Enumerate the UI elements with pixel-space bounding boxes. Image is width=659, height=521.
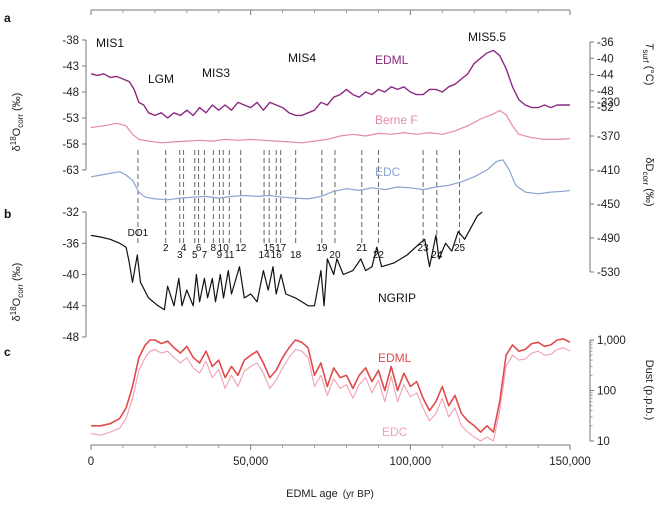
y-tick-label-edml: -53 bbox=[62, 113, 79, 125]
y-axis-label-ngrip: δ18Ocorr(‰) bbox=[9, 263, 25, 322]
y-tick-label-dd: -330 bbox=[597, 97, 620, 109]
do-label: 18 bbox=[290, 250, 302, 261]
panel-label-b: b bbox=[4, 207, 11, 221]
y-tick-label-tsurf: -40 bbox=[597, 53, 614, 65]
do-label: 19 bbox=[316, 243, 328, 254]
mis-label-lgm: LGM bbox=[148, 72, 174, 86]
series-label-edml: EDML bbox=[375, 53, 409, 67]
do-label: 23 bbox=[418, 243, 430, 254]
y-tick-label-dd: -410 bbox=[597, 165, 620, 177]
do-label: 2 bbox=[163, 243, 169, 254]
y-tick-label-edml: -38 bbox=[62, 35, 79, 47]
y-tick-label-tsurf: -44 bbox=[597, 70, 614, 82]
right-axes: -36 -40 -44 -48 -52-330 -370 -410 -450 -490 -530 1… bbox=[589, 37, 626, 448]
y-tick-label-dd: -490 bbox=[597, 233, 620, 245]
do-label: 7 bbox=[202, 250, 208, 261]
series-label-edc: EDC bbox=[375, 165, 401, 179]
series-line-edml-dust bbox=[91, 338, 571, 433]
y-tick-label-tsurf: -36 bbox=[597, 37, 614, 49]
do-event-labels: DO12345678910111214151617181920212223242… bbox=[128, 228, 466, 261]
series-label-edml-dust: EDML bbox=[378, 351, 412, 365]
series-line-edc-dd bbox=[90, 159, 571, 201]
series-label-berne: Berne F bbox=[375, 113, 418, 127]
y-tick-label-dd: -370 bbox=[597, 131, 620, 143]
panel-label-c: c bbox=[4, 345, 11, 359]
series-line-edml-d18o bbox=[90, 49, 570, 119]
do-label: DO1 bbox=[128, 228, 149, 239]
do-event-lines bbox=[137, 150, 460, 246]
y-tick-label-edml: -58 bbox=[62, 139, 79, 151]
series-line-ngrip-d18o bbox=[90, 211, 483, 311]
y-tick-label-edml: -63 bbox=[62, 165, 79, 177]
do-label: 12 bbox=[235, 243, 247, 254]
y-axis-label-dust: Dust (p.p.b.) bbox=[643, 360, 655, 421]
do-label: 16 bbox=[271, 250, 283, 261]
do-label: 4 bbox=[181, 243, 187, 254]
y-tick-label-edml: -48 bbox=[62, 87, 79, 99]
do-label: 5 bbox=[192, 250, 198, 261]
do-label: 25 bbox=[454, 243, 466, 254]
do-label: 6 bbox=[196, 243, 202, 254]
series-line-berne-dd bbox=[90, 109, 571, 144]
do-label: 8 bbox=[211, 243, 217, 254]
y-tick-label-ngrip: -32 bbox=[62, 207, 79, 219]
mis-label-mis4: MIS4 bbox=[288, 51, 316, 65]
do-label: 20 bbox=[329, 250, 341, 261]
x-tick-label: 0 bbox=[88, 456, 94, 468]
do-label: 14 bbox=[259, 250, 271, 261]
mis-label-mis3: MIS3 bbox=[202, 66, 230, 80]
do-label: 11 bbox=[224, 250, 235, 261]
y-axis-label-edml: δ18Ocorr(‰) bbox=[9, 93, 25, 152]
x-ticks: 0 50,000 100,000 150,000 bbox=[88, 10, 591, 468]
mis-label-mis55: MIS5.5 bbox=[468, 30, 506, 44]
do-label: 10 bbox=[218, 243, 230, 254]
y-tick-label-dust: 10 bbox=[597, 436, 610, 448]
x-axis-label: EDML age (yr BP) bbox=[286, 488, 374, 500]
y-tick-label-dust: 1,000 bbox=[597, 335, 626, 347]
do-label: 21 bbox=[356, 243, 368, 254]
series-label-edc-dust: EDC bbox=[382, 425, 408, 439]
series-layer bbox=[90, 49, 571, 442]
axis-lines bbox=[91, 9, 570, 446]
panel-label-a: a bbox=[4, 11, 11, 25]
y-tick-label-dust: 100 bbox=[597, 386, 616, 398]
y-axis-label-tsurf: Tsurf(°C) bbox=[641, 43, 655, 86]
y-tick-label-tsurf: -48 bbox=[597, 86, 614, 98]
x-tick-label: 50,000 bbox=[233, 456, 268, 468]
x-tick-label: 100,000 bbox=[390, 456, 432, 468]
y-tick-label-ngrip: -40 bbox=[62, 270, 79, 282]
y-tick-label-tsurf: -52 bbox=[597, 102, 614, 114]
y-tick-label-ngrip: -48 bbox=[62, 332, 79, 344]
left-axes: -38 -43 -48 -53 -58 -63 -32 -36 -40 -44 -48 bbox=[62, 35, 87, 344]
mis-label-mis1: MIS1 bbox=[96, 36, 124, 50]
do-label: 9 bbox=[217, 250, 223, 261]
do-label: 24 bbox=[431, 250, 443, 261]
y-tick-label-edml: -43 bbox=[62, 61, 79, 73]
do-label: 3 bbox=[177, 250, 183, 261]
series-line-edc-dust bbox=[90, 347, 571, 442]
do-label: 15 bbox=[264, 243, 276, 254]
y-tick-label-dd: -450 bbox=[597, 199, 620, 211]
do-label: 17 bbox=[275, 243, 287, 254]
series-label-ngrip: NGRIP bbox=[378, 291, 416, 305]
x-tick-label: 150,000 bbox=[549, 456, 591, 468]
y-tick-label-ngrip: -36 bbox=[62, 238, 79, 250]
y-tick-label-ngrip: -44 bbox=[62, 301, 79, 313]
y-tick-label-dd: -530 bbox=[597, 267, 620, 279]
y-axis-label-dd: δDcorr(‰) bbox=[641, 157, 655, 206]
